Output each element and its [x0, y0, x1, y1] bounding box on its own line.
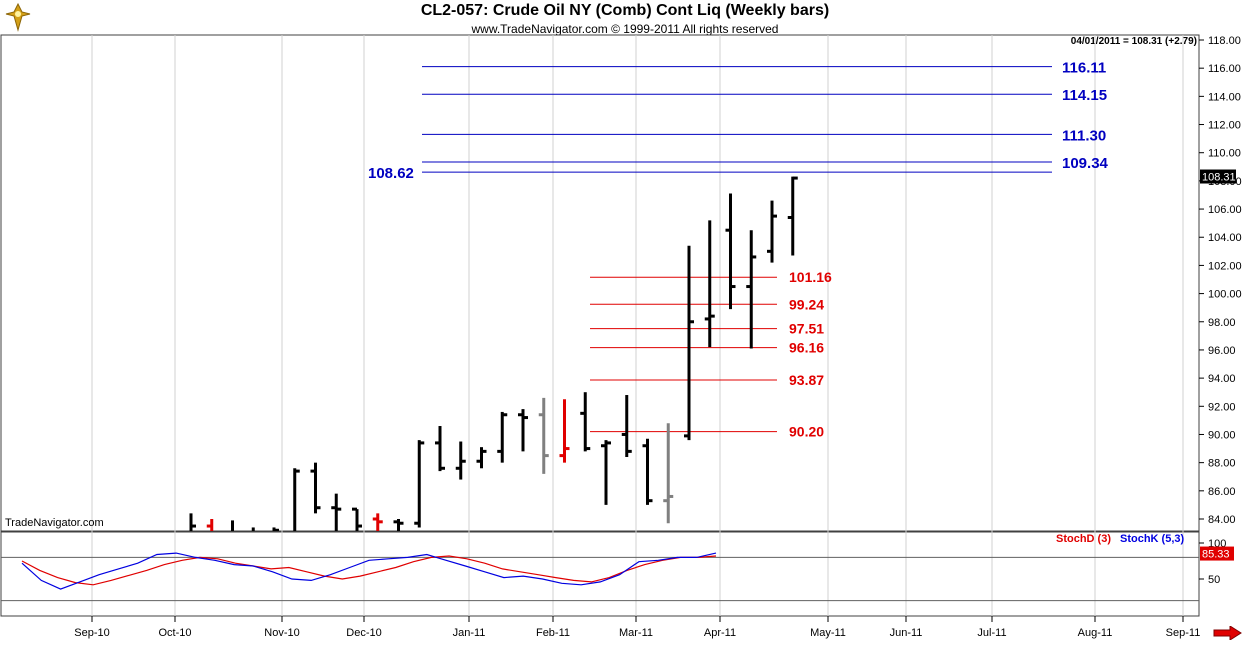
support-label: 93.87: [789, 372, 824, 388]
y-tick-label: 88.00: [1208, 458, 1236, 470]
stochK-line: [21, 552, 717, 590]
y-tick-label: 98.00: [1208, 317, 1236, 329]
x-tick-label: Aug-11: [1078, 627, 1113, 639]
y-tick-label: 84.00: [1208, 514, 1236, 526]
stochD-line: [21, 555, 717, 586]
resistance-label: 114.15: [1062, 87, 1107, 104]
ohlc-bars: [189, 176, 798, 531]
ohlc-bar: [352, 507, 362, 531]
ohlc-bar: [231, 520, 234, 531]
support-label: 99.24: [789, 296, 824, 312]
ohlc-bar: [372, 513, 383, 531]
ohlc-bar: [601, 440, 611, 505]
y-tick-label: 114.00: [1208, 91, 1241, 103]
ohlc-bar: [704, 220, 715, 348]
support-label: 90.20: [789, 424, 824, 440]
x-tick-label: Mar-11: [619, 627, 653, 639]
y-tick-label: 116.00: [1208, 63, 1241, 75]
scroll-right-arrow-icon[interactable]: [1212, 625, 1242, 645]
ohlc-bar: [251, 527, 255, 531]
y-tick-label: 100.00: [1208, 289, 1242, 301]
price-y-axis: 84.00 86.00 88.00 90.00 92.00 94.00 96.00 98.00…: [1199, 35, 1242, 526]
ohlc-bar: [293, 468, 300, 531]
y-tick-label: 86.00: [1208, 486, 1236, 498]
x-tick-label: May-11: [810, 627, 846, 639]
ohlc-bar: [746, 230, 757, 349]
ohlc-bar: [787, 176, 798, 256]
x-tick-label: Oct-10: [158, 627, 191, 639]
fibonacci-levels: 116.11 114.15 111.30 109.34 108.62 101.16 99.2…: [368, 60, 1236, 440]
chart-title: CL2-057: Crude Oil NY (Comb) Cont Liq (W…: [420, 2, 830, 19]
ohlc-bar: [435, 426, 445, 472]
stoch-value-label: 85.33: [1202, 549, 1230, 561]
last-bar-info: 04/01/2011 = 108.31 (+2.79): [1070, 36, 1197, 47]
resistance-label: 109.34: [1062, 155, 1109, 172]
stochD-legend: StochD (3): [1056, 533, 1111, 545]
x-tick-label: Jun-11: [890, 627, 923, 639]
resistance-label: 116.11: [1062, 60, 1106, 77]
ohlc-bar: [684, 245, 694, 441]
x-tick-label: Sep-10: [74, 627, 109, 639]
ohlc-bar: [725, 193, 736, 310]
ohlc-bar: [518, 409, 528, 452]
watermark-text: TradeNavigator.com: [5, 517, 104, 529]
last-price-tag: [1200, 169, 1236, 184]
ohlc-bar: [580, 392, 591, 452]
chart-subtitle: www.TradeNavigator.com © 1999-2011 All r…: [471, 22, 779, 36]
ohlc-bar: [663, 423, 674, 524]
ohlc-bar: [642, 438, 653, 505]
y-tick-label: 104.00: [1208, 232, 1242, 244]
ohlc-bar: [414, 440, 425, 528]
time-axis: Sep-10 Oct-10 Nov-10 Dec-10 Jan-11 Feb-11 Mar-…: [74, 35, 1200, 639]
x-tick-label: Feb-11: [536, 627, 570, 639]
x-tick-label: Jul-11: [977, 627, 1006, 639]
x-tick-label: Jan-11: [453, 627, 486, 639]
y-tick-label: 106.00: [1208, 204, 1242, 216]
x-tick-label: Nov-10: [264, 627, 299, 639]
resistance-label: 108.62: [368, 165, 414, 182]
y-tick-label: 96.00: [1208, 345, 1236, 357]
y-tick-label: 102.00: [1208, 260, 1242, 272]
last-price-label: 108.31: [1202, 172, 1236, 184]
tradenavigator-logo-icon: [4, 2, 32, 32]
ohlc-bar: [767, 200, 777, 263]
stochK-legend: StochK (5,3): [1120, 533, 1185, 545]
ohlc-bar: [621, 395, 632, 458]
ohlc-bar: [310, 462, 321, 514]
support-label: 96.16: [789, 340, 824, 356]
y-tick-label: 112.00: [1208, 120, 1241, 132]
support-label: 97.51: [789, 321, 824, 337]
ohlc-bar: [538, 397, 549, 474]
support-label: 101.16: [789, 269, 832, 285]
x-tick-label: Apr-11: [704, 627, 736, 639]
x-tick-label: Sep-11: [1166, 627, 1201, 639]
y-tick-label: 110.00: [1208, 148, 1241, 160]
ohlc-bar: [272, 527, 279, 531]
ohlc-bar: [206, 519, 214, 531]
y-tick-label: 94.00: [1208, 373, 1236, 385]
ohlc-bar: [497, 411, 508, 463]
y-tick-label: 90.00: [1208, 429, 1236, 441]
y-tick-label: 118.00: [1208, 35, 1241, 47]
x-tick-label: Dec-10: [346, 627, 381, 639]
ohlc-bar: [476, 447, 487, 469]
ohlc-bar: [331, 493, 342, 531]
ohlc-bar: [393, 519, 404, 531]
stoch-value-tag: [1200, 546, 1234, 561]
ohlc-bar: [455, 441, 466, 480]
resistance-label: 111.30: [1062, 127, 1106, 144]
ohlc-bar: [189, 513, 196, 531]
stoch-y-label: 50: [1208, 574, 1220, 586]
ohlc-bar: [559, 399, 570, 463]
y-tick-label: 92.00: [1208, 401, 1236, 413]
